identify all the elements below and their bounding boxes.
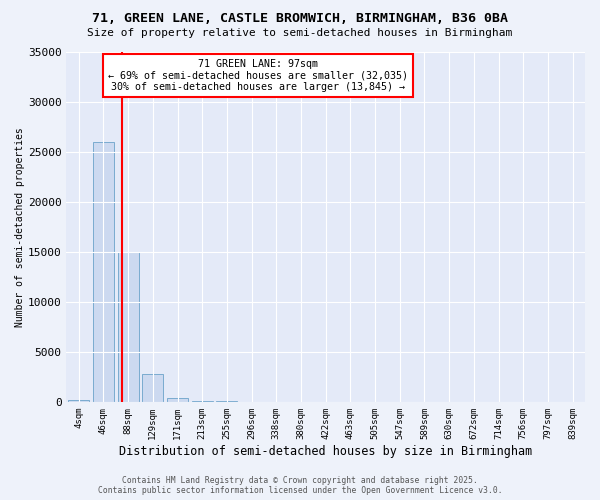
Text: 71, GREEN LANE, CASTLE BROMWICH, BIRMINGHAM, B36 0BA: 71, GREEN LANE, CASTLE BROMWICH, BIRMING… (92, 12, 508, 26)
X-axis label: Distribution of semi-detached houses by size in Birmingham: Distribution of semi-detached houses by … (119, 444, 532, 458)
Bar (167, 398, 188, 402)
Bar (217, 401, 238, 402)
Text: Contains HM Land Registry data © Crown copyright and database right 2025.
Contai: Contains HM Land Registry data © Crown c… (98, 476, 502, 495)
Text: 71 GREEN LANE: 97sqm
← 69% of semi-detached houses are smaller (32,035)
30% of s: 71 GREEN LANE: 97sqm ← 69% of semi-detac… (108, 58, 408, 92)
Bar (192, 400, 213, 402)
Bar (118, 252, 139, 402)
Y-axis label: Number of semi-detached properties: Number of semi-detached properties (15, 127, 25, 326)
Bar (68, 400, 89, 402)
Bar (142, 374, 163, 402)
Bar (93, 142, 114, 402)
Text: Size of property relative to semi-detached houses in Birmingham: Size of property relative to semi-detach… (88, 28, 512, 38)
